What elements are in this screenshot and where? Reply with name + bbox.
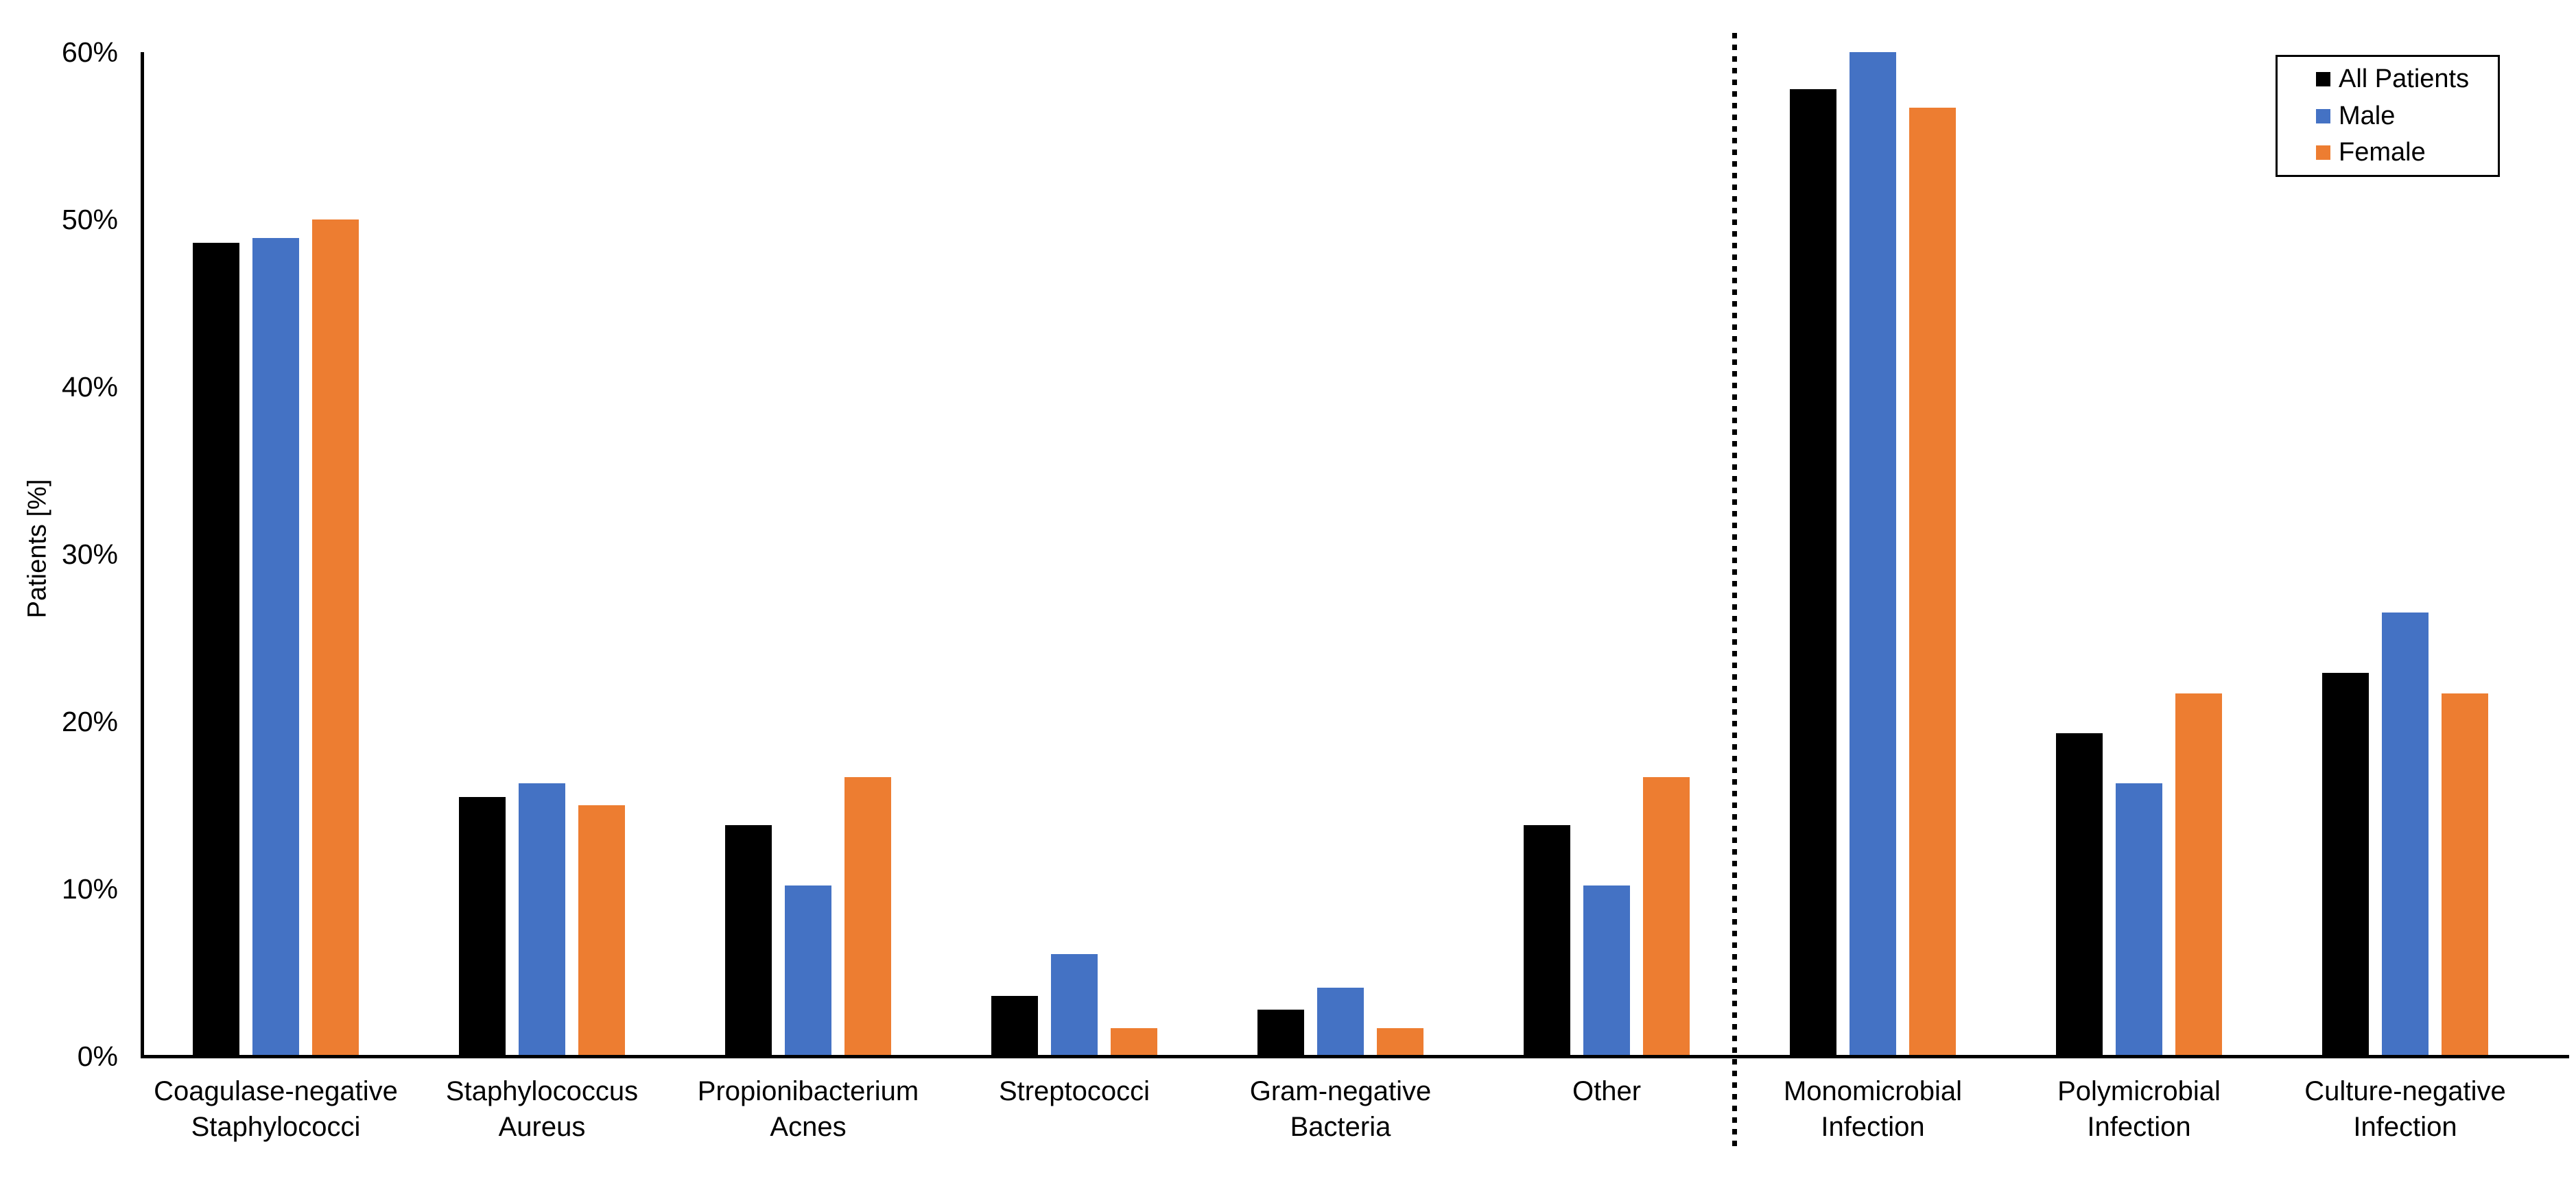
- x-category-label: Propionibacterium Acnes: [697, 1076, 919, 1142]
- bar: [2382, 613, 2429, 1056]
- bar: [2322, 673, 2369, 1056]
- bar: [1790, 89, 1836, 1056]
- legend-label: Male: [2339, 101, 2396, 130]
- bar: [991, 996, 1038, 1056]
- legend-item-male: Male: [2316, 102, 2498, 131]
- y-tick-label: 60%: [61, 36, 118, 68]
- legend: All Patients Male Female: [2276, 55, 2500, 177]
- x-category-label: Monomicrobial Infection: [1783, 1076, 1963, 1142]
- bar: [1111, 1028, 1157, 1056]
- x-category-label: Other: [1572, 1076, 1642, 1106]
- bar: [252, 238, 299, 1056]
- y-axis-line: [141, 52, 144, 1056]
- bar: [2116, 783, 2162, 1056]
- x-category-label: Culture-negative Infection: [2304, 1076, 2506, 1142]
- bar: [1583, 885, 1630, 1056]
- y-tick-label: 0%: [77, 1041, 118, 1072]
- bar: [312, 219, 359, 1056]
- bar: [519, 783, 565, 1056]
- bar: [1257, 1010, 1304, 1056]
- bar: [785, 885, 831, 1056]
- bar: [1051, 954, 1098, 1056]
- x-category-label: Streptococci: [998, 1076, 1150, 1106]
- legend-label: Female: [2339, 138, 2426, 167]
- x-axis-line: [141, 1055, 2569, 1058]
- bar: [1643, 777, 1690, 1056]
- x-category-label: Coagulase-negative Staphylococci: [154, 1076, 398, 1142]
- legend-swatch-female-icon: [2316, 145, 2330, 160]
- y-tick-label: 10%: [61, 873, 118, 905]
- legend-item-all-patients: All Patients: [2316, 64, 2498, 94]
- legend-label: All Patients: [2339, 64, 2470, 93]
- bar: [2175, 693, 2222, 1056]
- y-tick-label: 20%: [61, 706, 118, 737]
- bar: [2442, 693, 2488, 1056]
- y-tick-label: 50%: [61, 204, 118, 235]
- y-tick-label: 30%: [61, 538, 118, 570]
- bar: [459, 797, 506, 1056]
- x-category-label: Polymicrobial Infection: [2057, 1076, 2221, 1142]
- bar: [1317, 988, 1364, 1056]
- bar: [844, 777, 891, 1056]
- bar: [1524, 825, 1570, 1056]
- legend-item-female: Female: [2316, 138, 2498, 167]
- bar: [193, 243, 239, 1056]
- bar: [1909, 108, 1956, 1056]
- bar: [725, 825, 772, 1056]
- legend-swatch-male-icon: [2316, 108, 2330, 123]
- bar: [2056, 733, 2103, 1056]
- x-category-label: Staphylococcus Aureus: [445, 1076, 639, 1142]
- y-tick-label: 40%: [61, 371, 118, 403]
- bar: [1850, 52, 1896, 1056]
- legend-swatch-all-patients-icon: [2316, 71, 2330, 86]
- bar: [578, 805, 625, 1056]
- section-divider-dotted-line: [1732, 33, 1737, 1148]
- x-category-label: Gram-negative Bacteria: [1249, 1076, 1432, 1142]
- bar: [1377, 1028, 1423, 1056]
